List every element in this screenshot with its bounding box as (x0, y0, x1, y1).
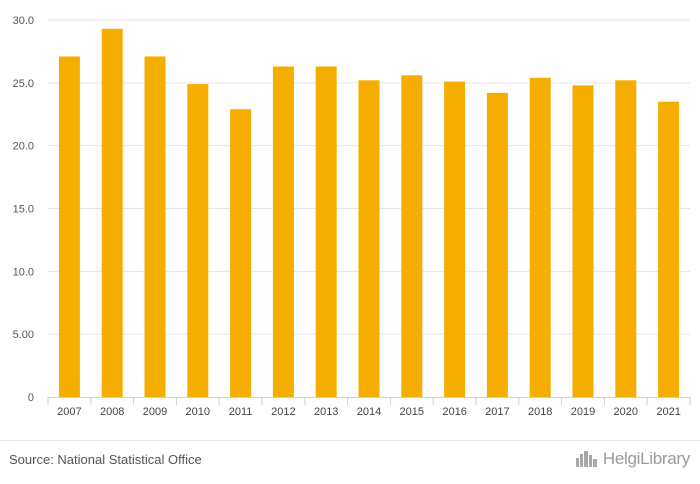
x-tick-label: 2016 (442, 406, 466, 418)
x-tick-label: 2007 (57, 406, 81, 418)
y-tick-label: 0 (28, 392, 34, 404)
chart-footer: Source: National Statistical Office Helg… (0, 440, 700, 484)
y-tick-label: 30.0 (13, 15, 34, 27)
bar (444, 81, 466, 398)
x-tick-label: 2019 (571, 406, 595, 418)
bar-chart: 0 5.00 10.0 15.0 20.0 25.0 30.0 2007 2008 2009 201… (13, 15, 691, 418)
brand-name: HelgiLibrary (602, 449, 690, 468)
x-tick-label: 2017 (485, 406, 509, 418)
bar (58, 56, 80, 398)
y-tick-label: 20.0 (13, 141, 34, 153)
brand-logo[interactable]: HelgiLibrary (575, 449, 690, 469)
bar (486, 92, 508, 398)
x-tick-label: 2012 (271, 406, 295, 418)
x-tick-label: 2011 (229, 406, 253, 418)
y-tick-label: 5.00 (13, 329, 34, 341)
y-tick-label: 25.0 (13, 78, 34, 90)
helgi-city-logo-icon (575, 451, 597, 467)
bar (529, 77, 551, 397)
x-tick-label: 2013 (314, 406, 338, 418)
x-tick-label: 2008 (100, 406, 124, 418)
x-tick-label: 2009 (143, 406, 167, 418)
bar (187, 84, 209, 397)
bar (144, 56, 166, 398)
x-tick-label: 2015 (400, 406, 424, 418)
y-tick-label: 15.0 (13, 204, 34, 216)
x-tick-label: 2010 (186, 406, 210, 418)
x-tick-label: 2021 (656, 406, 680, 418)
bar (315, 66, 337, 397)
x-tick-label: 2018 (528, 406, 552, 418)
chart-svg: 0 5.00 10.0 15.0 20.0 25.0 30.0 2007 2008 2009 201… (13, 15, 691, 418)
bar (572, 85, 594, 397)
bar (358, 80, 380, 397)
x-tick-label: 2020 (614, 406, 638, 418)
bar (401, 75, 423, 397)
bar (615, 80, 637, 397)
x-tick-label: 2014 (357, 406, 381, 418)
source-note: Source: National Statistical Office (9, 452, 202, 467)
bar (658, 101, 680, 397)
bar (101, 28, 123, 398)
bar (230, 109, 252, 398)
bar (272, 66, 294, 397)
y-tick-label: 10.0 (13, 266, 34, 278)
